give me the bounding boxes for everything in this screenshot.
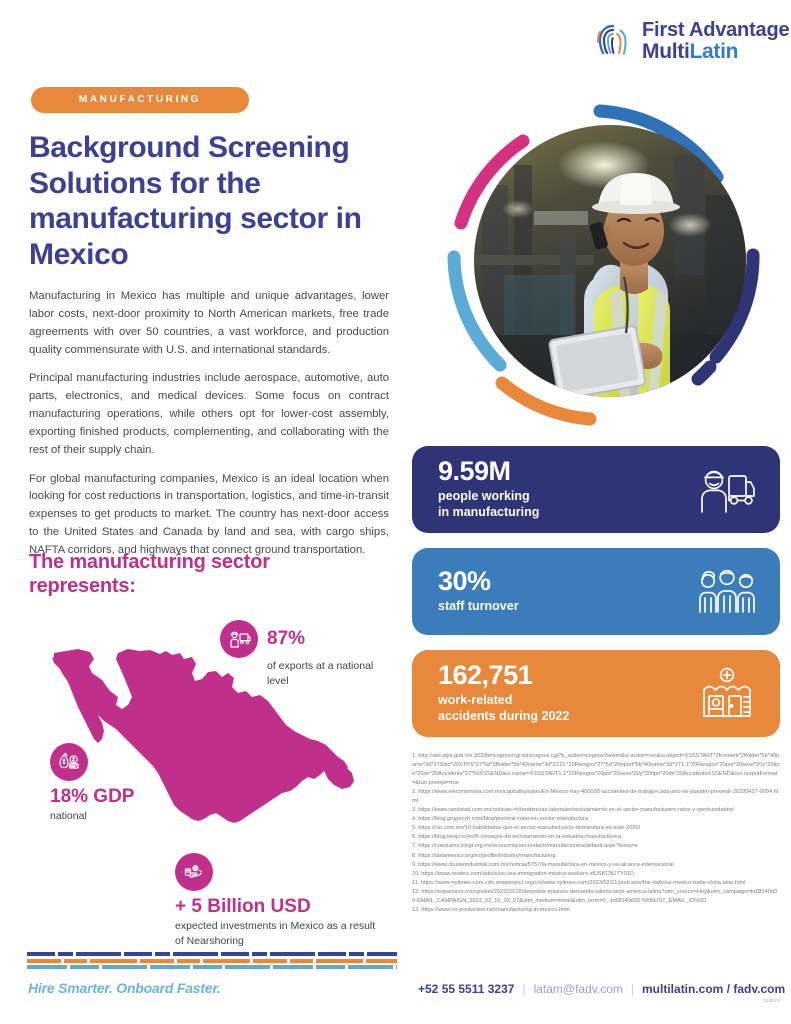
decorative-arcs: [447, 104, 760, 426]
mexico-map: [32, 635, 362, 885]
stat-investment-value: + 5 Billion USD: [175, 896, 311, 917]
footer-bar-cyan: [27, 965, 397, 969]
intro-text: Manufacturing in Mexico has multiple and…: [29, 288, 389, 571]
reference-item: 5. https://cio.com.mx/10-habilidades-que…: [412, 825, 641, 832]
intro-paragraph: For global manufacturing companies, Mexi…: [29, 472, 389, 556]
brand-logo[interactable]: First Advantage MultiLatin: [592, 19, 790, 62]
sector-section-title: The manufacturing sector represents:: [29, 551, 270, 598]
logo-multi: Multi: [642, 40, 690, 63]
stat-gdp: 18% GDP national: [50, 743, 134, 824]
stat-card-turnover: 30% staff turnover: [412, 548, 780, 635]
hero-photo-block: [410, 95, 780, 435]
stat-investment-label: expected investments in Mexico as a resu…: [175, 919, 376, 947]
stat-card-turnover-text: 30% staff turnover: [438, 568, 519, 615]
people-group-icon: [696, 564, 758, 620]
contact-separator: |: [522, 982, 526, 996]
stat-card-workforce-value: 9.59M: [438, 456, 511, 487]
stat-card-accidents-value: 162,751: [438, 660, 533, 691]
reference-item: 4. https://blog.grupocyh.com/blog/preven…: [412, 816, 588, 823]
hand-money-icon: [175, 853, 213, 891]
stat-investment: + 5 Billion USD expected investments in …: [175, 853, 380, 949]
reference-item: 1. http://siel.stps.gob.mx:303/ibmcognos…: [412, 753, 780, 787]
fingerprint-icon: [592, 20, 634, 62]
stat-exports-value: 87%: [267, 627, 306, 649]
stat-card-workforce-label: people working in manufacturing: [438, 489, 540, 519]
contact-separator: |: [630, 982, 635, 996]
reference-item: 12. https://expansion.mx/opinion/2023/02…: [412, 888, 778, 904]
reference-item: 13. https://www.co-production.net/manufa…: [412, 906, 570, 913]
reference-item: 8. https://datamexico.org/es/profile/ind…: [412, 852, 556, 859]
reference-item: 3. https://www.randstad.com.mx/noticias-…: [412, 807, 735, 814]
page-title: Background Screening Solutions for the m…: [29, 131, 362, 272]
stat-exports: 87% of exports at a national level: [220, 620, 387, 689]
intro-paragraph: Principal manufacturing industries inclu…: [29, 372, 389, 456]
document-code: 120523: [762, 998, 780, 1003]
reference-item: 9. https://www.clusterindustrial.com.mx/…: [412, 861, 674, 868]
worker-photo: [474, 125, 746, 397]
footer-bar-orange: [27, 958, 397, 963]
reference-item: 11. https://www-nytimes-com.cdn.ampproje…: [412, 879, 746, 886]
stat-card-workforce: 9.59M people working in manufacturing: [412, 446, 780, 533]
stat-exports-label: of exports at a national level: [267, 660, 374, 687]
contact-websites[interactable]: multilatin.com / fadv.com: [642, 982, 786, 996]
stat-gdp-label: national: [50, 809, 87, 822]
clinic-icon: [696, 666, 758, 722]
truck-driver-icon: [696, 462, 758, 518]
reference-item: 2. https://www.eleconomista.com.mx/capit…: [412, 789, 779, 805]
footer-decoration-bars: [27, 952, 397, 972]
footer-contact: +52 55 5511 3237 | latam@fadv.com | mult…: [418, 982, 785, 996]
reference-item: 6. https://blog.kenjo.io/es/5-consejos-d…: [412, 834, 622, 841]
intro-paragraph: Manufacturing in Mexico has multiple and…: [29, 290, 389, 356]
stat-card-accidents-label: work-related accidents during 2022: [438, 693, 570, 723]
delivery-worker-icon: [220, 620, 258, 658]
logo-line-1: First Advantage: [642, 19, 790, 41]
contact-email[interactable]: latam@fadv.com: [533, 982, 623, 996]
brand-tagline: Hire Smarter. Onboard Faster.: [28, 980, 221, 996]
stat-gdp-value: 18% GDP: [50, 786, 135, 807]
reference-item: 7. https://cuentame.inegi.org.mx/economi…: [412, 843, 638, 850]
stat-card-workforce-text: 9.59M people working in manufacturing: [438, 458, 539, 520]
sector-stats-block: 87% of exports at a national level 18% G…: [20, 615, 405, 947]
logo-line-2: MultiLatin: [642, 41, 789, 62]
contact-phone[interactable]: +52 55 5511 3237: [418, 982, 515, 996]
stat-card-turnover-value: 30%: [438, 566, 491, 597]
stat-card-turnover-label: staff turnover: [438, 599, 519, 614]
logo-latin: Latin: [689, 40, 739, 63]
references-list: 1. http://siel.stps.gob.mx:303/ibmcognos…: [412, 752, 780, 915]
category-badge: MANUFACTURING: [31, 87, 249, 113]
stat-card-accidents: 162,751 work-related accidents during 20…: [412, 650, 780, 737]
reference-item: 10. https://www.reuters.com/article/us-u…: [412, 870, 634, 877]
footer-bar-purple: [27, 952, 397, 956]
stat-card-accidents-text: 162,751 work-related accidents during 20…: [438, 662, 569, 724]
money-bag-icon: [50, 743, 88, 781]
